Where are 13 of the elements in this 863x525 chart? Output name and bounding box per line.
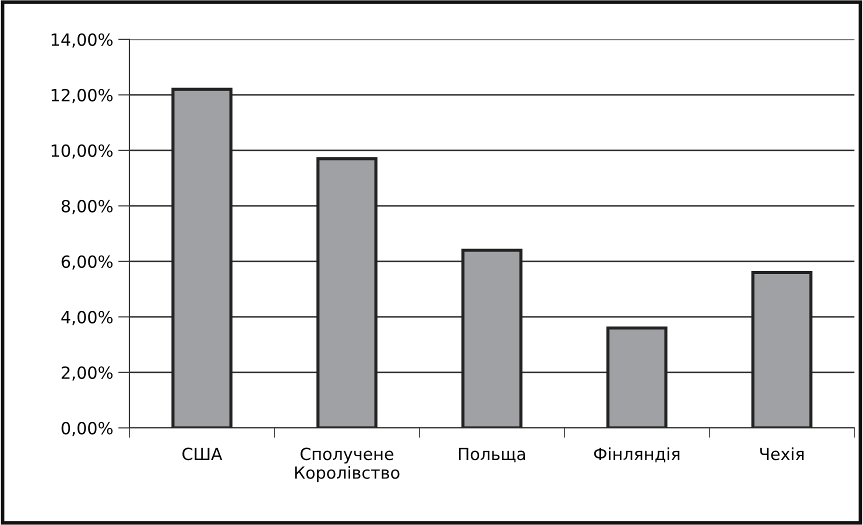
y-tick-label: 6,00% [62,255,113,270]
y-tick-label: 10,00% [52,144,113,159]
y-tick-label: 12,00% [52,88,113,104]
x-tick-label: США [182,448,222,460]
x-tick-label: Фінляндія [594,447,680,462]
x-tick-label: Чехія [760,447,804,460]
y-tick-label: 4,00% [61,310,113,326]
y-tick-label: 2,00% [62,366,113,381]
y-tick-label: 14,00% [52,33,113,48]
x-tick-label: Сполучене Королівство [295,448,400,482]
y-tick-label: 8,00% [62,200,113,214]
y-tick-label: 0,00% [62,422,113,436]
x-tick-label: Польща [458,448,525,462]
